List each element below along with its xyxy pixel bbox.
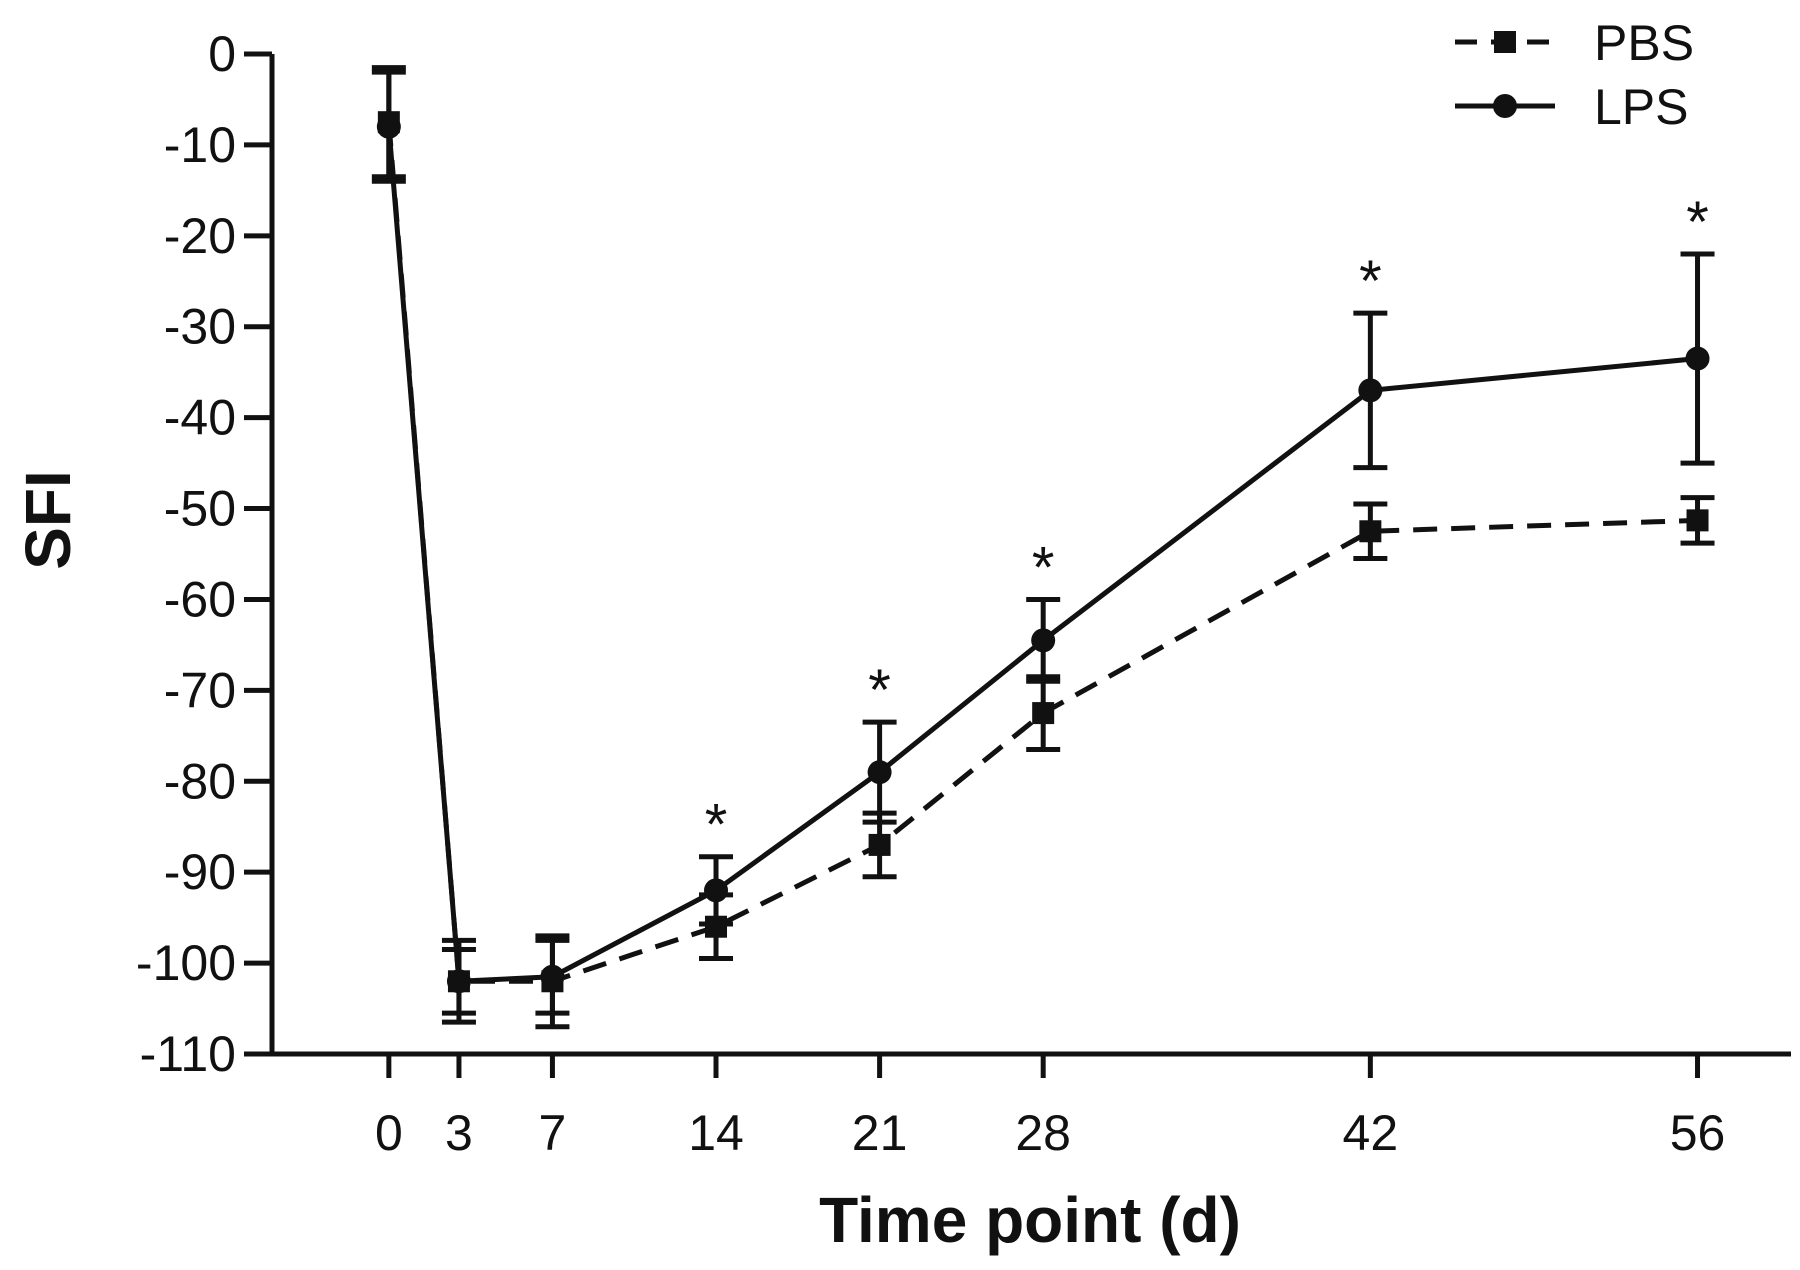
legend-lps-label: LPS	[1594, 79, 1689, 135]
y-tick-label: -60	[164, 571, 236, 627]
y-tick-label: -100	[136, 935, 236, 991]
y-axis-title: SFI	[12, 470, 84, 570]
y-tick-label: -40	[164, 390, 236, 446]
x-tick-label: 56	[1670, 1105, 1726, 1161]
y-tick-label: -80	[164, 753, 236, 809]
lps-point	[540, 964, 565, 989]
pbs-point	[868, 833, 891, 856]
pbs-point	[1032, 702, 1055, 725]
pbs-point	[1686, 509, 1709, 532]
x-tick-label: 3	[445, 1105, 473, 1161]
x-axis-title: Time point (d)	[819, 1184, 1241, 1256]
x-tick-label: 28	[1015, 1105, 1071, 1161]
legend-pbs-label: PBS	[1594, 15, 1694, 71]
x-tick-label: 21	[852, 1105, 908, 1161]
pbs-point	[705, 915, 728, 938]
annotations-layer: * * * * *	[705, 190, 1709, 858]
lps-point	[867, 760, 892, 785]
y-tick-label: 0	[208, 26, 236, 82]
significance-asterisk: *	[1686, 190, 1709, 255]
y-tick-label: -50	[164, 481, 236, 537]
y-tick-label: -20	[164, 208, 236, 264]
y-tick-label: -70	[164, 662, 236, 718]
legend-pbs-marker	[1494, 31, 1516, 53]
lps-point	[1031, 628, 1056, 653]
y-tick-label: -110	[140, 1026, 236, 1082]
series-layer	[371, 65, 1715, 1030]
x-tick-label: 42	[1343, 1105, 1399, 1161]
lps-point	[376, 114, 401, 139]
legend-lps-marker	[1493, 94, 1517, 118]
x-tick-label: 0	[375, 1105, 403, 1161]
significance-asterisk: *	[1032, 535, 1055, 600]
lps-point	[1685, 346, 1710, 371]
y-tick-label: -30	[164, 299, 236, 355]
lps-point	[704, 878, 729, 903]
lps-point	[446, 969, 471, 994]
y-tick-label: -90	[164, 844, 236, 900]
pbs-point	[1359, 520, 1382, 543]
x-tick-label: 14	[688, 1105, 744, 1161]
lps-point	[1358, 378, 1383, 403]
significance-asterisk: *	[705, 793, 728, 858]
legend: PBS LPS	[1455, 15, 1694, 135]
significance-asterisk: *	[1359, 249, 1382, 314]
significance-asterisk: *	[868, 658, 891, 723]
lps-series-line	[386, 126, 1698, 984]
y-tick-label: -10	[164, 117, 236, 173]
x-tick-label: 7	[539, 1105, 567, 1161]
